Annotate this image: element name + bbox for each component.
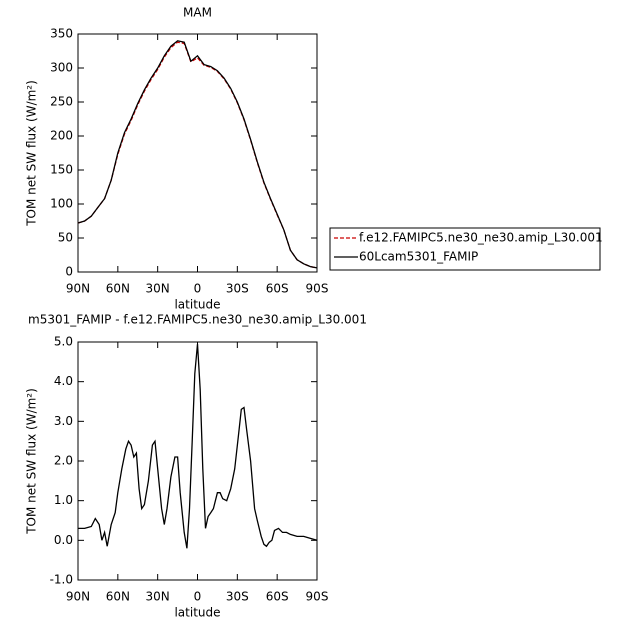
y-tick-label: 0 <box>65 265 73 279</box>
y-tick-label: 4.0 <box>54 374 73 388</box>
legend-label: 60Lcam5301_FAMIP <box>359 250 478 264</box>
y-tick-label: 250 <box>50 95 73 109</box>
x-tick-label: 60S <box>266 282 289 296</box>
x-tick-label: 30N <box>146 282 170 296</box>
series-line <box>77 40 318 269</box>
x-axis-label: latitude <box>174 606 220 620</box>
y-tick-label: 1.0 <box>54 493 73 507</box>
series-line <box>77 41 318 269</box>
x-axis-label: latitude <box>174 298 220 312</box>
legend-label: f.e12.FAMIPC5.ne30_ne30.amip_L30.001 <box>359 231 603 245</box>
x-tick-label: 0 <box>194 282 202 296</box>
chart-title: m5301_FAMIP - f.e12.FAMIPC5.ne30_ne30.am… <box>28 313 367 327</box>
y-tick-label: -1.0 <box>50 573 73 587</box>
x-tick-label: 60S <box>266 590 289 604</box>
y-tick-label: 100 <box>50 197 73 211</box>
y-tick-label: 5.0 <box>54 335 73 349</box>
chart-title: MAM <box>183 6 212 20</box>
x-tick-label: 0 <box>194 590 202 604</box>
legend-box <box>329 227 601 271</box>
x-tick-label: 90S <box>306 590 329 604</box>
series-line <box>78 343 318 549</box>
plot-frame <box>77 341 318 581</box>
y-tick-label: 3.0 <box>54 414 73 428</box>
y-tick-label: 50 <box>58 231 73 245</box>
x-tick-label: 90N <box>66 590 90 604</box>
x-tick-label: 30S <box>226 590 249 604</box>
x-tick-label: 30N <box>146 590 170 604</box>
y-tick-label: 200 <box>50 129 73 143</box>
x-tick-label: 60N <box>106 282 130 296</box>
y-tick-label: 150 <box>50 163 73 177</box>
x-tick-label: 60N <box>106 590 130 604</box>
plot-frame <box>77 33 318 273</box>
x-tick-label: 90N <box>66 282 90 296</box>
y-tick-label: 300 <box>50 61 73 75</box>
y-tick-label: 0.0 <box>54 533 73 547</box>
x-tick-label: 30S <box>226 282 249 296</box>
y-axis-label: TOM net SW flux (W/m²) <box>25 80 39 227</box>
y-axis-label: TOM net SW flux (W/m²) <box>25 388 39 535</box>
x-tick-label: 90S <box>306 282 329 296</box>
y-tick-label: 2.0 <box>54 454 73 468</box>
y-tick-label: 350 <box>50 27 73 41</box>
